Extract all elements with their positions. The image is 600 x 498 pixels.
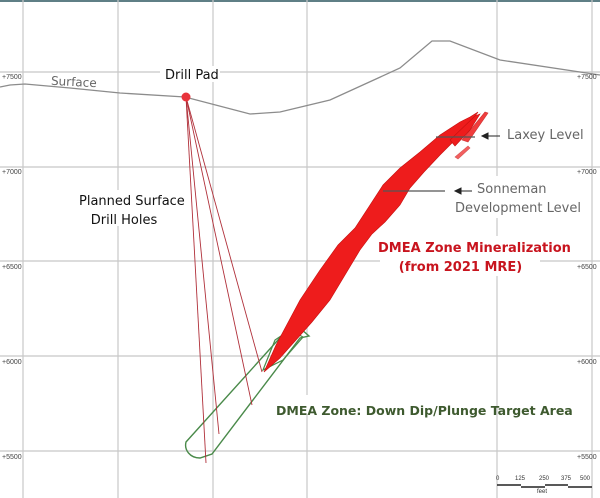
drill-holes (185, 96, 263, 464)
planned-holes-line2: Drill Holes (90, 213, 158, 228)
laxey-level-label: Laxey Level (507, 128, 584, 143)
drill-pad-label: Drill Pad (165, 68, 219, 83)
mineralization-body (263, 111, 489, 373)
mineralization-line2: (from 2021 MRE) (398, 260, 523, 275)
sonneman-level-label: Sonneman Development Level (455, 180, 581, 218)
elevation-label-left: +5500 (2, 454, 22, 461)
scale-tick-label: 375 (561, 476, 572, 482)
top-border (0, 0, 600, 2)
elevation-label-right: +5500 (577, 454, 597, 461)
mineralization-label: DMEA Zone Mineralization (from 2021 MRE) (378, 239, 571, 277)
elevation-label-left: +7500 (2, 74, 22, 81)
scale-tick-label: 125 (515, 476, 526, 482)
elevation-label-right: +6500 (577, 264, 597, 271)
drill-pad-marker (181, 92, 191, 102)
scale-unit-label: feet (537, 489, 548, 495)
sonneman-line1: Sonneman (477, 182, 547, 197)
scale-tick-label: 250 (539, 476, 550, 482)
elevation-label-right: +7000 (577, 169, 597, 176)
sonneman-line2: Development Level (455, 201, 581, 216)
level-arrows (453, 132, 500, 195)
elevation-label-left: +7000 (2, 169, 22, 176)
scale-bar (497, 484, 592, 488)
elevation-label-left: +6500 (2, 264, 22, 271)
elevation-label-right: +7500 (577, 74, 597, 81)
surface-line (0, 40, 600, 115)
surface-label: Surface (50, 73, 98, 91)
elevation-label-right: +6000 (577, 359, 597, 366)
planned-holes-label: Planned Surface Drill Holes (79, 192, 185, 230)
target-area-label: DMEA Zone: Down Dip/Plunge Target Area (276, 403, 573, 418)
planned-holes-line1: Planned Surface (79, 194, 185, 209)
scale-tick-label: 0 (496, 476, 500, 482)
scale-tick-label: 500 (580, 476, 591, 482)
mineralization-line1: DMEA Zone Mineralization (378, 241, 571, 256)
elevation-label-left: +6000 (2, 359, 22, 366)
